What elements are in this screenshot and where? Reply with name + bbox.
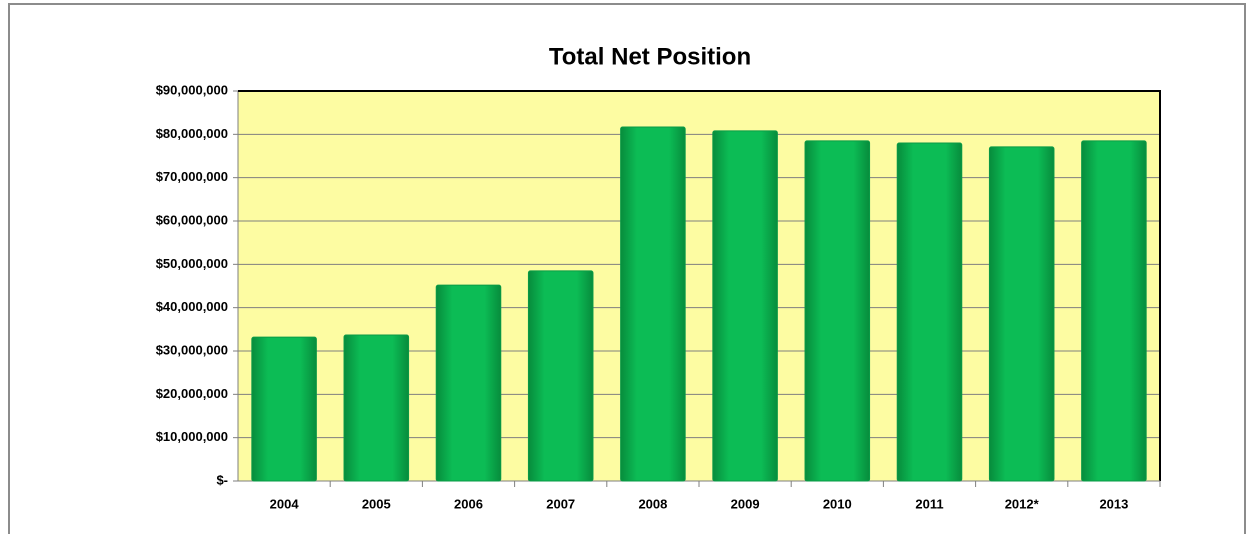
y-tick-label: $50,000,000	[156, 256, 228, 271]
y-tick-label: $10,000,000	[156, 429, 228, 444]
bar	[251, 336, 317, 482]
x-tick-label: 2005	[362, 496, 391, 511]
x-tick-label: 2009	[731, 496, 760, 511]
bar	[435, 284, 502, 482]
frame	[8, 3, 1246, 534]
bar	[804, 140, 871, 482]
x-tick-label: 2006	[454, 496, 483, 511]
bar	[1081, 140, 1147, 482]
bar	[620, 126, 686, 482]
x-tick-label: 2008	[638, 496, 667, 511]
y-tick-label: $90,000,000	[156, 82, 228, 97]
bar	[896, 142, 963, 482]
x-tick-label: 2010	[823, 496, 852, 511]
bar	[343, 334, 410, 482]
bar	[988, 146, 1055, 482]
chart-title: Total Net Position	[549, 43, 751, 70]
y-tick-label: $40,000,000	[156, 299, 228, 314]
plot-border	[238, 90, 1161, 481]
y-tick-label: $30,000,000	[156, 342, 228, 357]
y-tick-label: $-	[216, 472, 228, 487]
x-tick-label: 2011	[915, 496, 943, 511]
x-tick-label: 2013	[1099, 496, 1128, 511]
bar	[712, 130, 778, 482]
y-tick-label: $60,000,000	[156, 212, 228, 227]
y-tick-label: $20,000,000	[156, 386, 228, 401]
bar	[527, 270, 594, 482]
y-tick-label: $80,000,000	[156, 126, 228, 141]
x-tick-label: 2007	[546, 496, 575, 511]
x-tick-label: 2012*	[1005, 496, 1040, 511]
y-tick-label: $70,000,000	[156, 169, 228, 184]
x-tick-label: 2004	[270, 496, 300, 511]
